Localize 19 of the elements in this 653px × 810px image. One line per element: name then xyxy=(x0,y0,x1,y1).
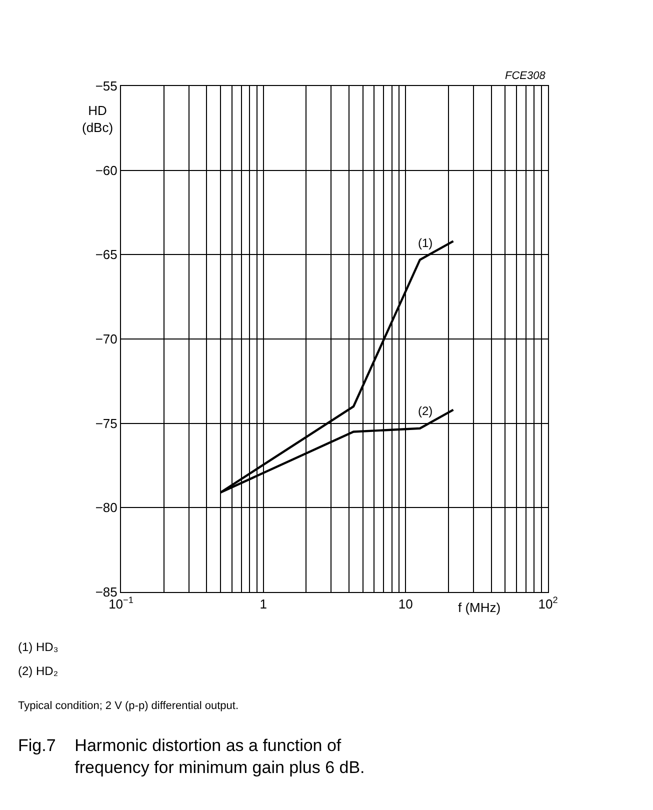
y-tick-label: −75 xyxy=(95,416,118,431)
y-tick-label: −60 xyxy=(95,162,118,178)
annotation: (2) xyxy=(418,404,433,418)
x-axis-title: f (MHz) xyxy=(458,600,501,615)
x-tick-label: 10 xyxy=(398,596,413,612)
text: (2) HD₂ xyxy=(18,664,58,678)
y-tick-label: −70 xyxy=(95,332,118,347)
y-axis-title: HD (dBc) xyxy=(82,103,114,135)
y-tick-label: −80 xyxy=(95,500,118,516)
text: FCE308 xyxy=(505,70,546,82)
text: Typical condition; 2 V (p-p) differential output. xyxy=(18,700,239,712)
y-tick-label: −85 xyxy=(95,584,118,600)
y-tick-label: −55 xyxy=(95,78,118,94)
y-tick-label: −65 xyxy=(95,247,118,262)
x-tick-label: 1 xyxy=(260,596,267,612)
text: (1) HD₃ xyxy=(18,640,58,654)
annotation: (1) xyxy=(418,236,433,250)
x-tick-label: 10$^{2}$ xyxy=(538,595,558,612)
text: Fig.7 Harmonic distortion as a function of frequency for minimum gain plus 6 dB. xyxy=(18,736,365,778)
